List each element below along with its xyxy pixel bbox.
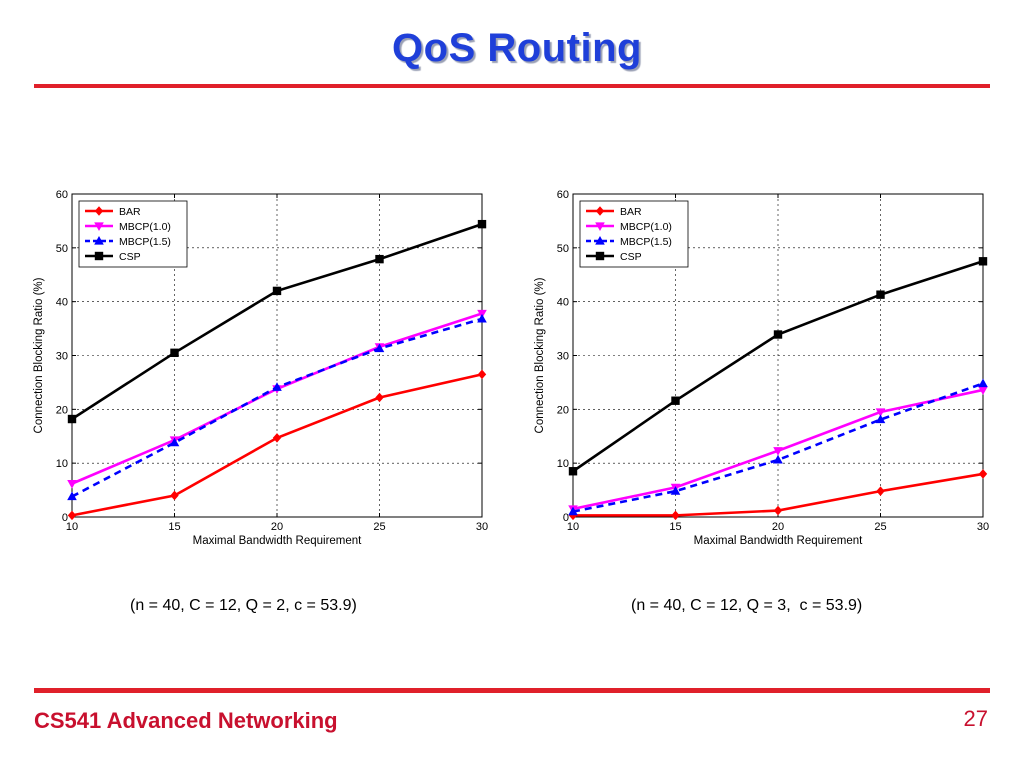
- data-point: [568, 506, 578, 516]
- legend-marker: [595, 236, 605, 245]
- data-point: [374, 343, 385, 353]
- x-tick-label: 15: [168, 521, 180, 533]
- footer-divider: [34, 688, 990, 693]
- legend-label: CSP: [119, 251, 141, 263]
- data-point: [67, 414, 77, 424]
- data-point: [272, 433, 282, 443]
- y-tick-label: 50: [56, 243, 68, 255]
- legend-label: MBCP(1.0): [119, 221, 171, 233]
- x-tick-label: 30: [476, 521, 488, 533]
- data-point: [67, 510, 77, 521]
- data-point: [272, 286, 282, 296]
- y-tick-label: 20: [557, 404, 569, 416]
- data-point: [568, 467, 578, 476]
- footer-page-number: 27: [963, 706, 988, 731]
- legend-label: MBCP(1.5): [119, 236, 171, 248]
- y-axis-label: Connection Blocking Ratio (%): [534, 277, 546, 433]
- title-divider: [34, 84, 990, 88]
- legend-label: CSP: [620, 251, 642, 263]
- y-tick-label: 30: [557, 351, 569, 363]
- y-tick-label: 0: [563, 512, 569, 524]
- caption-left: (n = 40, C = 12, Q = 2, c = 53.9): [130, 597, 357, 614]
- data-point: [875, 408, 886, 418]
- legend-marker: [94, 206, 104, 216]
- x-axis-label: Maximal Bandwidth Requirement: [694, 535, 864, 547]
- data-point: [773, 447, 783, 456]
- y-tick-label: 0: [62, 512, 68, 524]
- x-tick-label: 20: [772, 521, 784, 533]
- data-point: [875, 414, 886, 424]
- data-point: [477, 369, 487, 380]
- y-tick-label: 60: [557, 189, 569, 201]
- x-axis-label: Maximal Bandwidth Requirement: [193, 535, 363, 547]
- data-point: [773, 505, 783, 516]
- data-point: [375, 254, 384, 264]
- y-tick-label: 50: [557, 243, 569, 255]
- y-tick-label: 40: [56, 297, 68, 309]
- data-point: [671, 396, 680, 405]
- x-tick-label: 20: [271, 521, 283, 533]
- x-tick-label: 30: [977, 521, 989, 533]
- data-point: [876, 486, 885, 496]
- data-point: [67, 491, 77, 501]
- y-tick-label: 20: [56, 404, 68, 416]
- data-point: [773, 454, 783, 464]
- y-tick-label: 40: [557, 297, 569, 309]
- data-point: [170, 490, 179, 501]
- data-point: [671, 510, 680, 521]
- data-point: [477, 313, 487, 323]
- data-point: [477, 219, 487, 229]
- legend-marker: [595, 222, 605, 231]
- data-point: [773, 330, 783, 339]
- data-point: [978, 469, 988, 479]
- legend-marker: [595, 206, 605, 216]
- x-tick-label: 10: [567, 521, 579, 533]
- data-point: [978, 257, 988, 266]
- data-point: [978, 386, 988, 395]
- legend-marker: [94, 251, 104, 261]
- x-tick-label: 25: [373, 521, 385, 533]
- x-tick-label: 10: [66, 521, 78, 533]
- x-tick-label: 15: [669, 521, 681, 533]
- legend-marker: [94, 236, 104, 245]
- caption-right: (n = 40, C = 12, Q = 3, c = 53.9): [631, 597, 863, 614]
- legend-label: MBCP(1.0): [620, 221, 672, 233]
- data-point: [170, 348, 179, 358]
- y-tick-label: 60: [56, 189, 68, 201]
- y-tick-label: 10: [557, 458, 569, 470]
- y-tick-label: 10: [56, 458, 68, 470]
- data-point: [272, 382, 282, 391]
- slide-title: QoS Routing: [392, 26, 642, 70]
- data-point: [67, 480, 77, 489]
- legend-marker: [595, 251, 605, 261]
- legend-label: BAR: [620, 206, 642, 218]
- legend-marker: [94, 222, 104, 231]
- legend-label: MBCP(1.5): [620, 236, 672, 248]
- data-point: [876, 290, 885, 299]
- legend-label: BAR: [119, 206, 141, 218]
- data-point: [169, 437, 180, 447]
- y-tick-label: 30: [56, 351, 68, 363]
- x-tick-label: 25: [874, 521, 886, 533]
- data-point: [568, 510, 578, 521]
- data-point: [670, 486, 681, 495]
- data-point: [978, 378, 988, 388]
- footer-course-title: CS541 Advanced Networking: [34, 708, 338, 733]
- data-point: [375, 392, 384, 403]
- y-axis-label: Connection Blocking Ratio (%): [33, 277, 45, 433]
